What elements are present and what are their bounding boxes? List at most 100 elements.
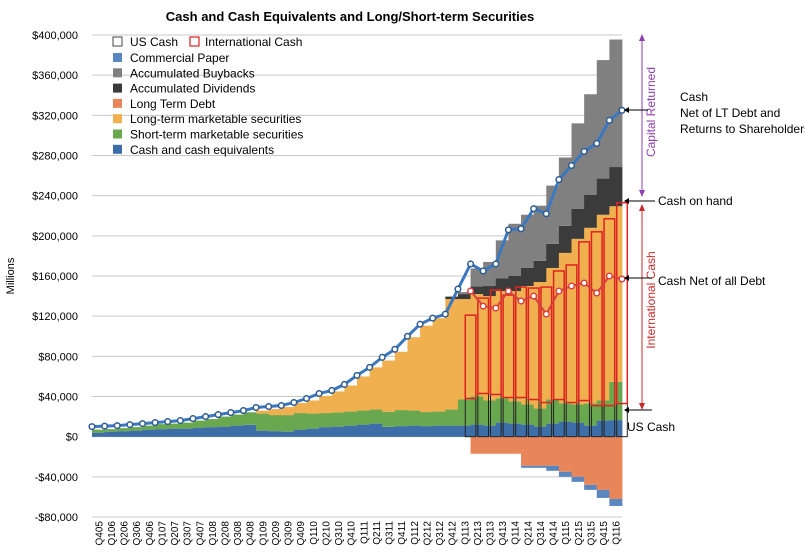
bar-long-term-marketable-securities bbox=[432, 318, 446, 412]
x-tick-label: Q407 bbox=[195, 521, 206, 546]
capital-returned-label: Capital Returned bbox=[644, 67, 658, 157]
bar-short-term-marketable-securities bbox=[483, 400, 497, 426]
bar-short-term-marketable-securities bbox=[470, 396, 484, 425]
bar-long-term-debt bbox=[609, 436, 623, 499]
bar-cash-and-cash-equivalents bbox=[521, 424, 535, 437]
bar-long-term-marketable-securities bbox=[533, 282, 547, 409]
bar-accumulated-dividends bbox=[609, 167, 623, 207]
point-cash bbox=[315, 389, 323, 398]
bar-short-term-marketable-securities bbox=[571, 404, 585, 423]
point-cash bbox=[517, 225, 525, 233]
x-tick-label: Q408 bbox=[246, 521, 257, 546]
bar-cash-and-cash-equivalents bbox=[319, 427, 333, 437]
point-cash bbox=[391, 345, 399, 353]
bar-short-term-marketable-securities bbox=[344, 411, 358, 426]
bar-short-term-marketable-securities bbox=[546, 399, 560, 424]
bar-long-term-marketable-securities bbox=[596, 214, 610, 401]
international-cash-box bbox=[615, 201, 629, 405]
point-cash bbox=[378, 353, 386, 361]
bar-accumulated-buybacks bbox=[457, 292, 471, 295]
bar-cash-and-cash-equivalents bbox=[205, 427, 219, 437]
bar-cash-and-cash-equivalents bbox=[596, 420, 610, 437]
legend-label: US Cash bbox=[130, 35, 178, 49]
bar-cash-and-cash-equivalents bbox=[533, 426, 547, 437]
point-cash bbox=[441, 310, 449, 318]
bar-accumulated-buybacks bbox=[571, 123, 585, 209]
bar-cash-and-cash-equivalents bbox=[508, 423, 522, 437]
bar-long-term-marketable-securities bbox=[521, 286, 535, 405]
legend-swatch bbox=[113, 53, 122, 62]
legend-swatch bbox=[112, 36, 123, 47]
bar-short-term-marketable-securities bbox=[596, 400, 610, 421]
point-cash-net-of-all-debt bbox=[580, 279, 588, 287]
bar-cash-and-cash-equivalents bbox=[432, 425, 446, 437]
x-tick-label: Q414 bbox=[549, 521, 560, 546]
x-tick-label: Q307 bbox=[183, 521, 194, 546]
bar-short-term-marketable-securities bbox=[205, 419, 219, 428]
bar-cash-and-cash-equivalents bbox=[268, 431, 282, 437]
bar-short-term-marketable-securities bbox=[256, 413, 270, 431]
bar-short-term-marketable-securities bbox=[357, 410, 371, 425]
x-tick-label: Q206 bbox=[120, 521, 131, 546]
bar-cash-and-cash-equivalents bbox=[546, 423, 560, 437]
point-cash bbox=[252, 403, 260, 412]
bar-cash-and-cash-equivalents bbox=[407, 425, 421, 437]
bar-long-term-debt bbox=[571, 436, 585, 477]
bar-commercial-paper bbox=[609, 498, 623, 506]
bar-accumulated-dividends bbox=[495, 278, 509, 292]
international-cash-label: International Cash bbox=[644, 251, 658, 348]
cash-on-hand-label: Cash on hand bbox=[658, 194, 733, 208]
bar-short-term-marketable-securities bbox=[268, 415, 282, 432]
bar-accumulated-buybacks bbox=[533, 205, 547, 261]
bar-cash-and-cash-equivalents bbox=[218, 426, 232, 437]
point-cash bbox=[416, 320, 424, 328]
y-tick-label: $240,000 bbox=[32, 191, 78, 203]
bar-short-term-marketable-securities bbox=[243, 412, 257, 425]
arrow-head bbox=[639, 403, 645, 410]
y-tick-label: $280,000 bbox=[32, 151, 78, 163]
legend-label: Accumulated Dividends bbox=[130, 82, 255, 96]
international-cash-box bbox=[590, 231, 603, 407]
bar-cash-and-cash-equivalents bbox=[167, 428, 181, 437]
x-tick-label: Q306 bbox=[132, 521, 143, 546]
point-cash bbox=[542, 210, 550, 218]
bar-short-term-marketable-securities bbox=[394, 410, 408, 427]
bar-long-term-marketable-securities bbox=[268, 409, 282, 416]
x-tick-label: Q208 bbox=[221, 521, 232, 546]
point-cash bbox=[340, 380, 348, 389]
arrow-head bbox=[624, 275, 629, 281]
bar-cash-and-cash-equivalents bbox=[445, 425, 459, 437]
x-tick-label: Q308 bbox=[233, 521, 244, 546]
bar-cash-and-cash-equivalents bbox=[331, 426, 345, 437]
x-tick-label: Q310 bbox=[334, 521, 345, 546]
international-cash-box bbox=[464, 314, 477, 400]
bar-short-term-marketable-securities bbox=[104, 429, 118, 432]
x-tick-label: Q207 bbox=[170, 521, 181, 546]
x-tick-label: Q411 bbox=[397, 521, 408, 545]
x-tick-label: Q112 bbox=[410, 521, 421, 545]
cash-net-label-3: Returns to Shareholders bbox=[680, 122, 805, 136]
bar-accumulated-dividends bbox=[571, 208, 585, 239]
point-cash bbox=[126, 421, 134, 429]
x-tick-label: Q405 bbox=[94, 521, 105, 546]
point-cash bbox=[403, 332, 412, 340]
arrow-head bbox=[639, 204, 645, 211]
point-cash bbox=[151, 419, 159, 427]
x-tick-label: Q210 bbox=[322, 521, 333, 546]
x-tick-label: Q110 bbox=[309, 521, 320, 545]
point-cash bbox=[277, 401, 285, 410]
bar-accumulated-dividends bbox=[483, 286, 497, 297]
bar-short-term-marketable-securities bbox=[382, 411, 396, 427]
y-tick-label: $400,000 bbox=[32, 30, 78, 42]
bar-short-term-marketable-securities bbox=[117, 428, 131, 432]
bar-cash-and-cash-equivalents bbox=[230, 425, 244, 437]
bar-long-term-marketable-securities bbox=[256, 410, 270, 414]
legend-label: International Cash bbox=[205, 35, 302, 49]
x-tick-label: Q409 bbox=[296, 521, 307, 546]
bar-long-term-marketable-securities bbox=[394, 351, 408, 411]
bar-short-term-marketable-securities bbox=[167, 423, 181, 429]
bar-short-term-marketable-securities bbox=[432, 411, 446, 426]
annotations: Capital Returned International Cash Cash… bbox=[624, 34, 805, 434]
y-tick-label: -$80,000 bbox=[35, 512, 78, 524]
y-tick-label: $80,000 bbox=[38, 351, 78, 363]
